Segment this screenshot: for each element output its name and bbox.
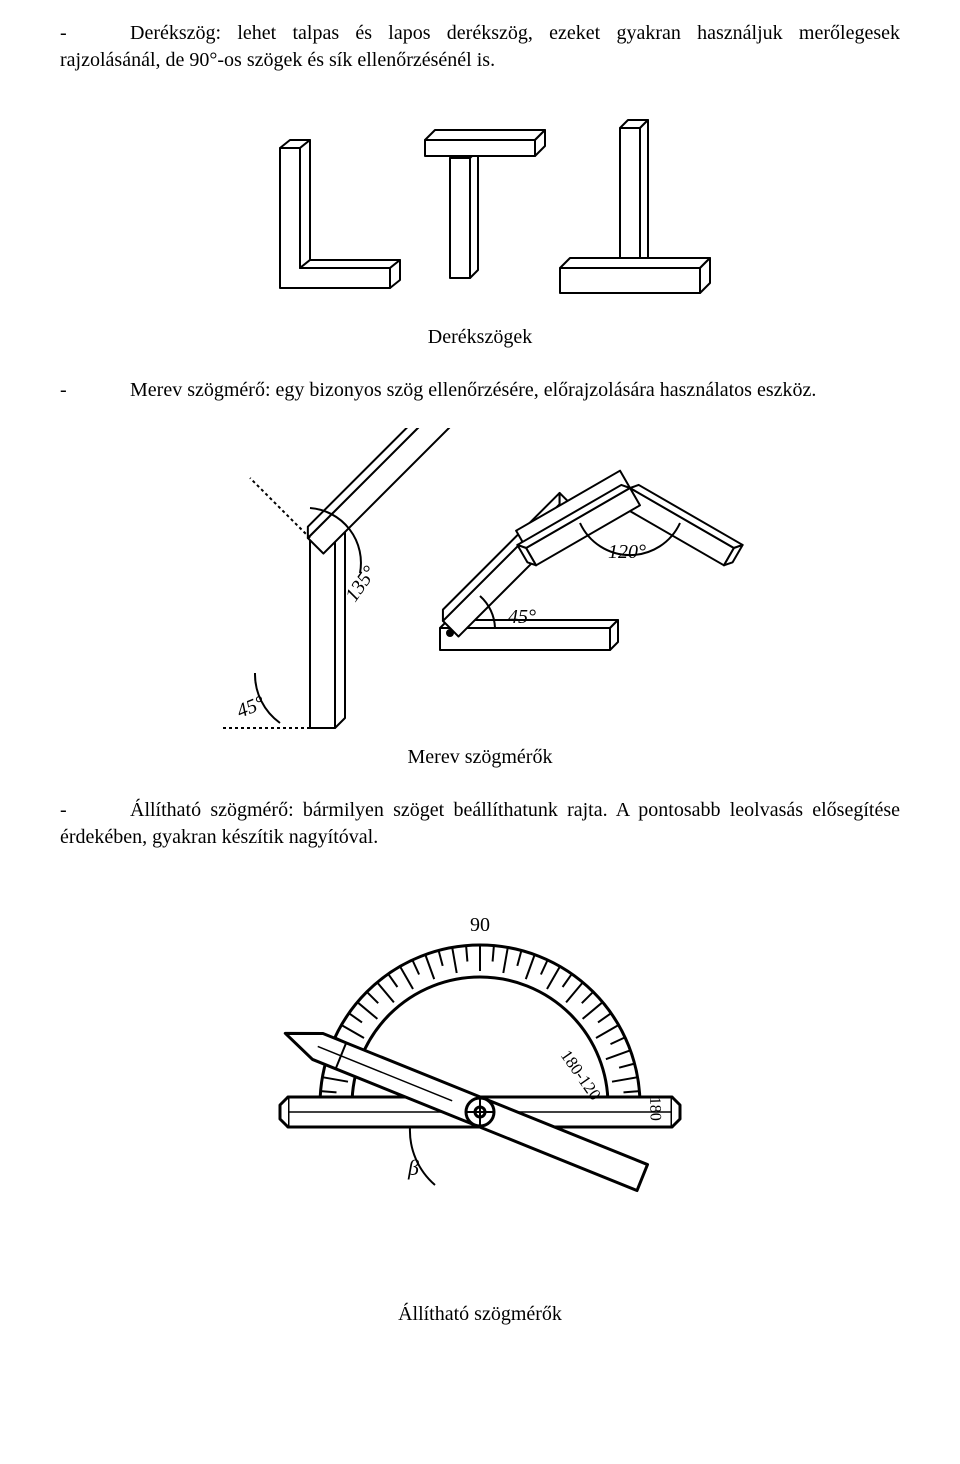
caption-2: Merev szögmérők [60, 746, 900, 769]
t-square-right [560, 120, 710, 293]
label-180: 180 [646, 1097, 664, 1122]
svg-text:120°: 120° [608, 541, 646, 563]
svg-text:45°: 45° [234, 692, 268, 723]
paragraph-2-body: Merev szögmérő: egy bizonyos szög ellenő… [130, 379, 816, 401]
bullet-3: - [60, 797, 130, 824]
figure-bevel-gauges: 135° 45° 45° [160, 428, 800, 738]
paragraph-1: -Derékszög: lehet talpas és lapos deréks… [60, 20, 900, 74]
label-beta: β [407, 1155, 419, 1180]
label-90: 90 [470, 914, 490, 936]
paragraph-3-body: Állítható szögmérő: bármilyen szöget beá… [60, 799, 900, 848]
svg-text:135°: 135° [341, 562, 381, 606]
caption-3: Állítható szögmérők [60, 1303, 900, 1326]
figure-adjustable-protractor: 90 180-120 180 β [260, 875, 700, 1295]
gauge-left [220, 428, 478, 728]
svg-text:45°: 45° [508, 606, 536, 628]
l-square-middle [425, 130, 545, 278]
bullet-2: - [60, 377, 130, 404]
paragraph-1-body: Derékszög: lehet talpas és lapos deréksz… [60, 22, 900, 71]
caption-1: Derékszögek [60, 326, 900, 349]
document-page: -Derékszög: lehet talpas és lapos deréks… [0, 0, 960, 1394]
paragraph-2: -Merev szögmérő: egy bizonyos szög ellen… [60, 377, 900, 404]
paragraph-3: -Állítható szögmérő: bármilyen szöget be… [60, 797, 900, 851]
figure-try-squares [240, 98, 720, 318]
l-square-left [280, 140, 400, 288]
bullet-1: - [60, 20, 130, 47]
